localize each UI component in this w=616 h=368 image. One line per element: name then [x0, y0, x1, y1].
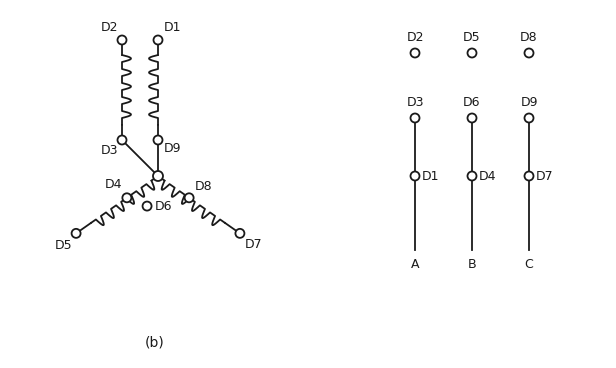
Text: D1: D1	[422, 170, 439, 183]
Text: D7: D7	[536, 170, 554, 183]
Text: A: A	[411, 258, 419, 271]
Circle shape	[153, 35, 163, 45]
Circle shape	[123, 193, 131, 202]
Text: D1: D1	[164, 21, 182, 34]
Text: B: B	[468, 258, 476, 271]
Text: D8: D8	[520, 31, 538, 44]
Text: D4: D4	[104, 178, 122, 191]
Text: D3: D3	[100, 144, 118, 157]
Text: D4: D4	[479, 170, 496, 183]
Circle shape	[524, 113, 533, 123]
Circle shape	[468, 171, 477, 180]
Text: D9: D9	[164, 142, 182, 155]
Circle shape	[524, 49, 533, 57]
Text: (b): (b)	[145, 336, 165, 350]
Text: D6: D6	[463, 96, 480, 109]
Circle shape	[235, 229, 245, 238]
Text: D5: D5	[463, 31, 481, 44]
Text: D2: D2	[406, 31, 424, 44]
Circle shape	[410, 49, 419, 57]
Circle shape	[118, 135, 126, 145]
Circle shape	[71, 229, 81, 238]
Circle shape	[118, 35, 126, 45]
Circle shape	[410, 171, 419, 180]
Circle shape	[410, 113, 419, 123]
Text: D6: D6	[155, 199, 172, 213]
Text: D8: D8	[195, 180, 213, 193]
Circle shape	[153, 135, 163, 145]
Text: D7: D7	[245, 238, 262, 251]
Circle shape	[142, 202, 152, 210]
Circle shape	[468, 113, 477, 123]
Text: D2: D2	[100, 21, 118, 34]
Text: D5: D5	[54, 239, 72, 252]
Circle shape	[468, 49, 477, 57]
Text: D9: D9	[521, 96, 538, 109]
Circle shape	[524, 171, 533, 180]
Circle shape	[153, 171, 163, 181]
Text: C: C	[525, 258, 533, 271]
Text: D3: D3	[406, 96, 424, 109]
Circle shape	[185, 193, 193, 202]
